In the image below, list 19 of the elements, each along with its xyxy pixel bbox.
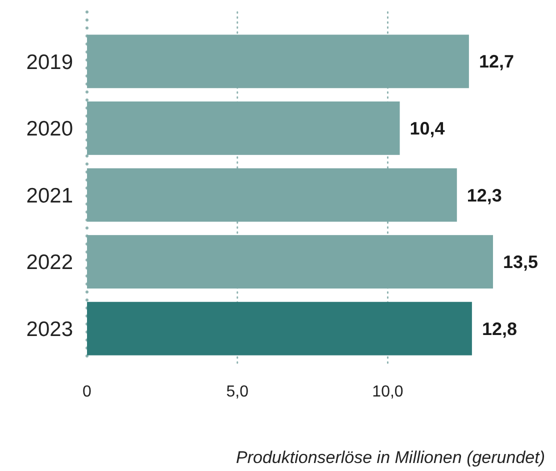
data-label: 12,8 [482, 318, 517, 339]
y-tick-label: 2021 [26, 184, 73, 208]
data-label: 13,5 [503, 252, 538, 272]
x-axis-title: Produktionserlöse in Millionen (gerundet) [236, 448, 545, 467]
bar [87, 235, 493, 289]
data-label: 12,7 [478, 52, 514, 72]
y-tick-label: 2019 [26, 50, 73, 74]
x-tick-label: 10,0 [372, 383, 404, 400]
y-tick-label: 2023 [26, 318, 73, 341]
y-tick-label: 2020 [26, 118, 73, 141]
bar [87, 34, 469, 88]
bar [87, 101, 400, 155]
data-label: 10,4 [410, 118, 445, 138]
x-tick-label: 5,0 [226, 383, 249, 400]
bar [87, 302, 472, 356]
data-label: 12,3 [466, 185, 502, 206]
x-tick-label: 0 [82, 383, 92, 400]
y-tick-label: 2022 [26, 251, 73, 274]
bar [87, 168, 457, 222]
